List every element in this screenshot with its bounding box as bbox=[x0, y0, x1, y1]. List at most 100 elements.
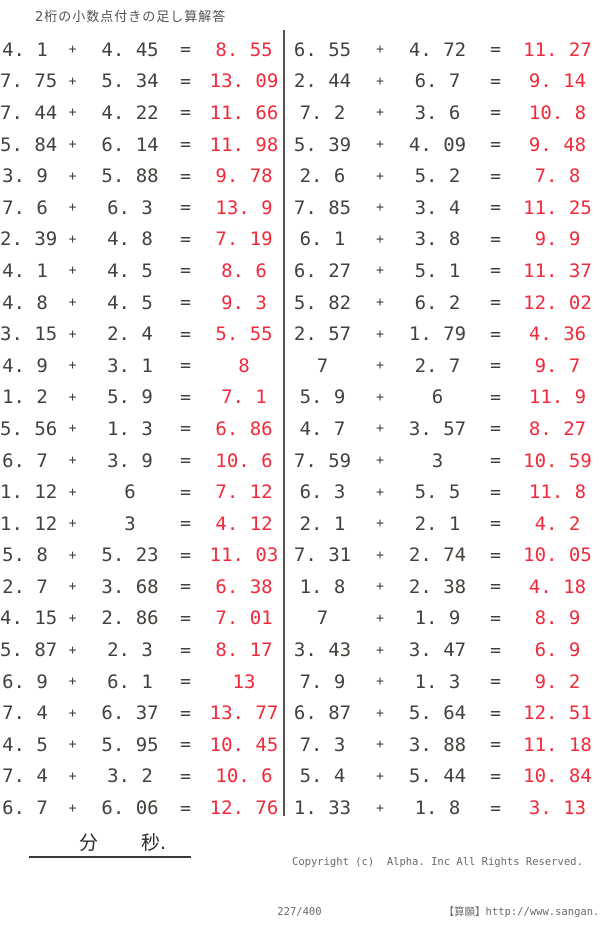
operand-a: 2. 44 bbox=[293, 70, 352, 93]
equals-sign: = bbox=[490, 639, 501, 661]
plus-operator: + bbox=[376, 42, 384, 58]
problem-row: 7. 75 + 5. 34 = 13. 09 bbox=[0, 66, 283, 98]
problem-row: 7. 4 + 6. 37 = 13. 77 bbox=[0, 697, 283, 729]
equals-sign: = bbox=[490, 355, 501, 377]
problem-row: 2. 39 + 4. 8 = 7. 19 bbox=[0, 224, 283, 256]
operand-a: 4. 8 bbox=[2, 291, 48, 314]
answer-value: 3. 13 bbox=[528, 797, 587, 820]
operand-a: 5. 39 bbox=[293, 133, 352, 156]
problem-row: 7. 85 + 3. 4 = 11. 25 bbox=[285, 192, 600, 224]
answer-value: 7. 19 bbox=[215, 228, 273, 251]
plus-operator: + bbox=[376, 705, 384, 721]
problem-row: 6. 87 + 5. 64 = 12. 51 bbox=[285, 697, 600, 729]
seconds-label: 秒. bbox=[141, 832, 167, 854]
operand-a: 6. 27 bbox=[293, 259, 352, 282]
operand-a: 1. 8 bbox=[299, 575, 346, 598]
answer-value: 12. 76 bbox=[209, 797, 279, 820]
equals-sign: = bbox=[490, 102, 501, 124]
operand-a: 1. 2 bbox=[2, 386, 48, 409]
operand-b: 6. 2 bbox=[414, 291, 461, 314]
answer-value: 5. 55 bbox=[215, 323, 273, 346]
equals-sign: = bbox=[490, 765, 501, 787]
answer-value: 11. 18 bbox=[523, 733, 592, 756]
equals-sign: = bbox=[180, 481, 191, 503]
operand-a: 2. 1 bbox=[299, 512, 346, 535]
operand-a: 4. 1 bbox=[2, 38, 48, 61]
equals-sign: = bbox=[180, 576, 191, 598]
column-divider bbox=[283, 30, 285, 816]
plus-operator: + bbox=[68, 295, 77, 311]
equals-sign: = bbox=[490, 260, 501, 282]
answer-value: 11. 9 bbox=[528, 386, 587, 409]
answer-value: 8. 17 bbox=[215, 639, 273, 662]
operand-a: 6. 9 bbox=[2, 670, 48, 693]
equals-sign: = bbox=[490, 450, 501, 472]
plus-operator: + bbox=[68, 579, 77, 595]
footer-credits: Copyright (c) Alpha. Inc All Rights Rese… bbox=[252, 831, 600, 944]
operand-b: 6. 1 bbox=[107, 670, 153, 693]
operand-a: 6. 3 bbox=[299, 481, 346, 504]
equals-sign: = bbox=[180, 197, 191, 219]
answer-value: 4. 12 bbox=[215, 512, 273, 535]
equals-sign: = bbox=[180, 765, 191, 787]
operand-a: 5. 84 bbox=[0, 133, 58, 156]
answer-value: 10. 84 bbox=[523, 765, 592, 788]
plus-operator: + bbox=[68, 642, 77, 658]
plus-operator: + bbox=[376, 168, 384, 184]
operand-a: 1. 33 bbox=[293, 797, 352, 820]
answer-value: 8 bbox=[238, 354, 250, 377]
answer-value: 9. 78 bbox=[215, 165, 273, 188]
equals-sign: = bbox=[180, 39, 191, 61]
answer-value: 11. 25 bbox=[523, 196, 592, 219]
problem-row: 1. 12 + 6 = 7. 12 bbox=[0, 476, 283, 508]
page-title: 2桁の小数点付きの足し算解答 bbox=[35, 10, 227, 25]
equals-sign: = bbox=[180, 386, 191, 408]
equals-sign: = bbox=[180, 292, 191, 314]
answer-value: 11. 98 bbox=[209, 133, 279, 156]
answer-value: 11. 66 bbox=[209, 101, 279, 124]
operand-b: 2. 86 bbox=[101, 607, 159, 630]
operand-b: 4. 5 bbox=[107, 291, 153, 314]
operand-b: 3. 4 bbox=[414, 196, 461, 219]
plus-operator: + bbox=[68, 768, 77, 784]
problem-row: 1. 2 + 5. 9 = 7. 1 bbox=[0, 382, 283, 414]
equals-sign: = bbox=[180, 734, 191, 756]
equals-sign: = bbox=[180, 797, 191, 819]
equals-sign: = bbox=[180, 355, 191, 377]
plus-operator: + bbox=[68, 263, 77, 279]
problem-row: 7 + 1. 9 = 8. 9 bbox=[285, 603, 600, 635]
answer-value: 4. 18 bbox=[528, 575, 587, 598]
plus-operator: + bbox=[68, 73, 77, 89]
operand-b: 3. 2 bbox=[107, 765, 153, 788]
operand-a: 7. 4 bbox=[2, 765, 48, 788]
problem-row: 7. 44 + 4. 22 = 11. 66 bbox=[0, 97, 283, 129]
operand-b: 4. 8 bbox=[107, 228, 153, 251]
operand-a: 7. 6 bbox=[2, 196, 48, 219]
plus-operator: + bbox=[376, 800, 384, 816]
problem-row: 1. 12 + 3 = 4. 12 bbox=[0, 508, 283, 540]
plus-operator: + bbox=[68, 105, 77, 121]
operand-b: 3. 6 bbox=[414, 101, 461, 124]
operand-a: 6. 55 bbox=[293, 38, 352, 61]
plus-operator: + bbox=[68, 800, 77, 816]
plus-operator: + bbox=[68, 231, 77, 247]
operand-b: 1. 79 bbox=[408, 323, 467, 346]
equals-sign: = bbox=[490, 734, 501, 756]
answer-value: 9. 7 bbox=[534, 354, 581, 377]
problem-row: 3. 15 + 2. 4 = 5. 55 bbox=[0, 318, 283, 350]
answer-value: 11. 8 bbox=[528, 481, 587, 504]
equals-sign: = bbox=[180, 228, 191, 250]
equals-sign: = bbox=[180, 70, 191, 92]
operand-a: 2. 39 bbox=[0, 228, 58, 251]
plus-operator: + bbox=[68, 326, 77, 342]
operand-a: 7. 2 bbox=[299, 101, 346, 124]
equals-sign: = bbox=[180, 544, 191, 566]
operand-a: 7. 9 bbox=[299, 670, 346, 693]
problem-column-right: 6. 55 + 4. 72 = 11. 27 2. 44 + 6. 7 = 9.… bbox=[285, 34, 600, 824]
operand-a: 2. 6 bbox=[299, 165, 346, 188]
problem-row: 3. 9 + 5. 88 = 9. 78 bbox=[0, 160, 283, 192]
answer-value: 6. 38 bbox=[215, 575, 273, 598]
equals-sign: = bbox=[490, 513, 501, 535]
answer-value: 9. 2 bbox=[534, 670, 581, 693]
plus-operator: + bbox=[376, 263, 384, 279]
